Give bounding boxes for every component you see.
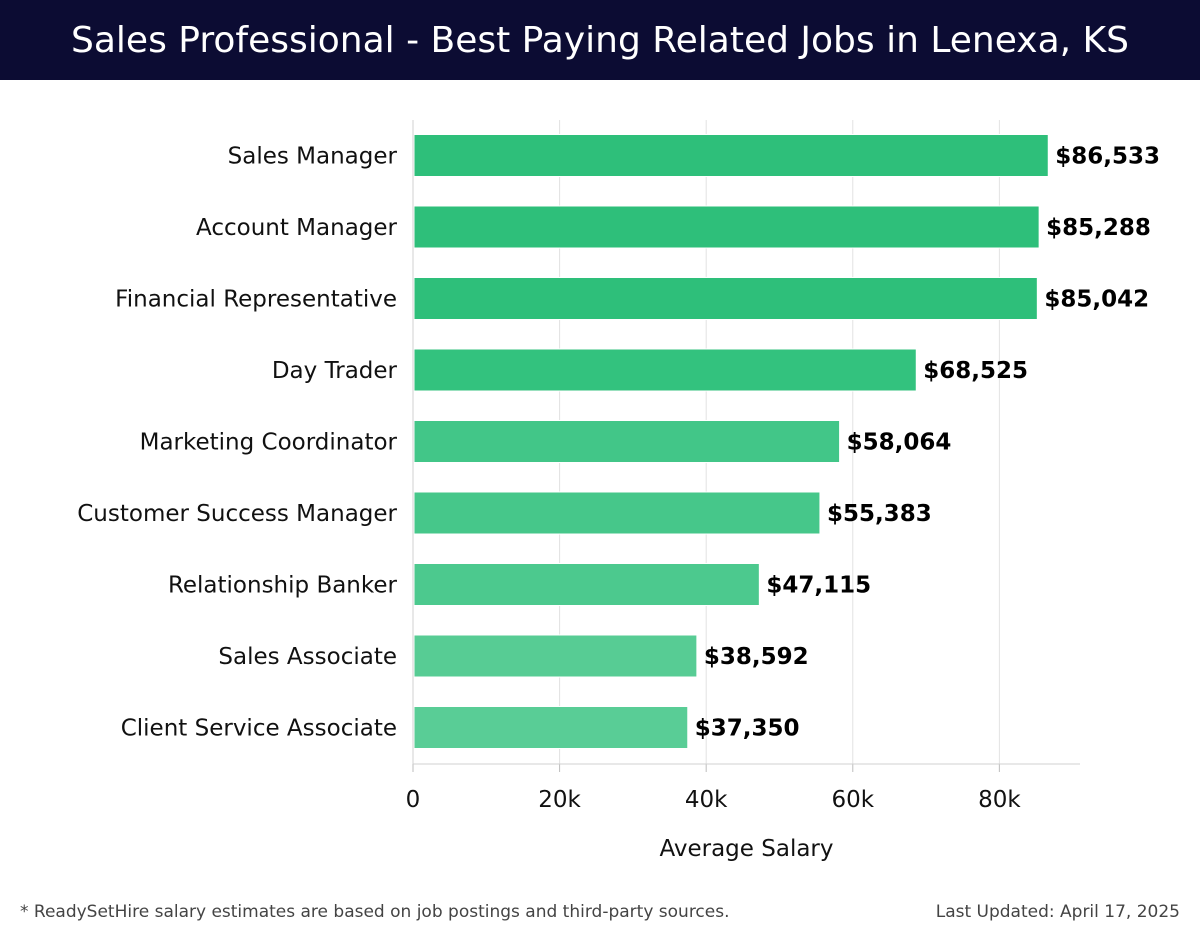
category-labels: Sales Manager Account Manager Financial Re…	[77, 144, 397, 742]
category-label: Client Service Associate	[121, 716, 397, 742]
value-label: $85,288	[1046, 215, 1151, 241]
bar	[413, 277, 1038, 320]
salary-bar-chart: Sales Manager Account Manager Financial Re…	[77, 120, 1160, 862]
value-label: $68,525	[923, 358, 1028, 384]
category-label: Marketing Coordinator	[140, 430, 398, 456]
value-label: $47,115	[766, 573, 871, 599]
category-label: Day Trader	[272, 358, 398, 384]
bar	[413, 634, 698, 678]
bar	[413, 134, 1049, 177]
x-tick-label: 60k	[831, 787, 874, 813]
category-label: Sales Manager	[228, 144, 398, 170]
category-label: Account Manager	[196, 215, 398, 241]
value-label: $55,383	[827, 501, 932, 527]
x-tick-label: 20k	[538, 787, 581, 813]
x-tick-label: 40k	[685, 787, 728, 813]
category-label: Sales Associate	[218, 644, 397, 670]
x-tick-label: 80k	[978, 787, 1021, 813]
value-label: $37,350	[695, 716, 800, 742]
category-label: Customer Success Manager	[77, 501, 397, 527]
bar	[413, 348, 917, 392]
value-label: $58,064	[847, 430, 952, 456]
value-label: $38,592	[704, 644, 809, 670]
bar	[413, 706, 689, 749]
bars	[413, 134, 1049, 749]
value-label: $85,042	[1044, 287, 1149, 313]
last-updated: Last Updated: April 17, 2025	[935, 902, 1180, 922]
footnote: * ReadySetHire salary estimates are base…	[20, 902, 730, 922]
bar	[413, 491, 821, 535]
bar	[413, 420, 841, 463]
x-axis: 0 20k 40k 60k 80k	[406, 120, 1080, 813]
x-tick-label: 0	[406, 787, 421, 813]
category-label: Financial Representative	[115, 287, 397, 313]
category-label: Relationship Banker	[168, 573, 398, 599]
bar	[413, 563, 760, 606]
value-labels: $86,533 $85,288 $85,042 $68,525 $58,064 $55,3…	[695, 144, 1160, 742]
value-label: $86,533	[1055, 144, 1160, 170]
chart-title: Sales Professional - Best Paying Related…	[0, 0, 1200, 80]
bar	[413, 205, 1040, 249]
x-axis-title: Average Salary	[659, 836, 833, 862]
